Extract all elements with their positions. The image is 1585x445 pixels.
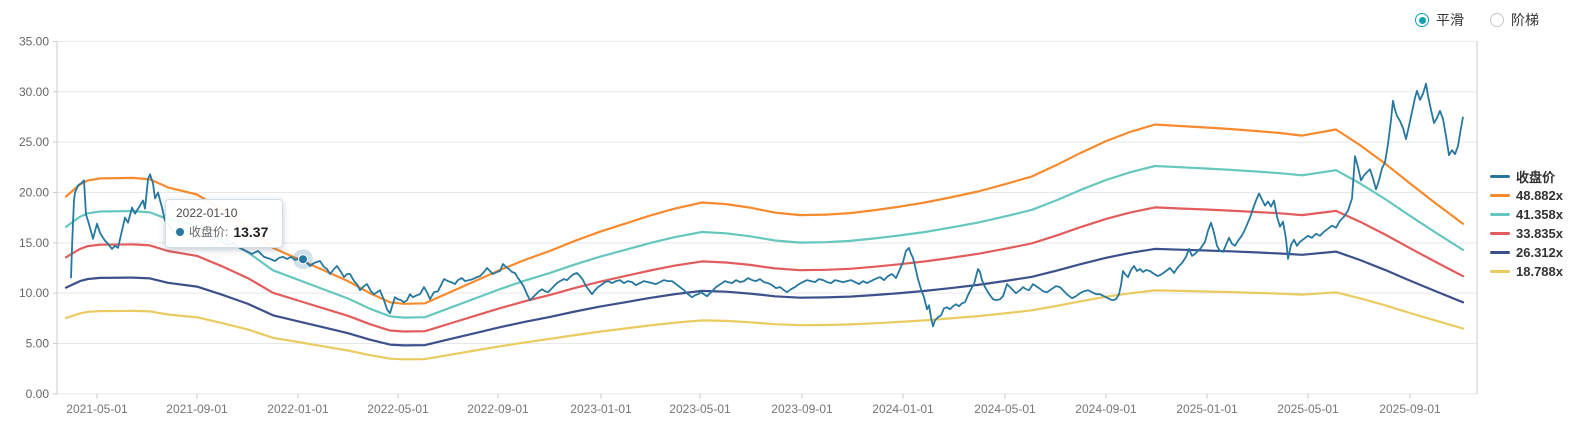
x-axis-label: 2023-05-01: [669, 402, 731, 416]
x-axis-label: 2023-09-01: [771, 402, 833, 416]
line-style-radio-group: 平滑 阶梯: [1415, 10, 1539, 30]
legend-label: 33.835x: [1516, 226, 1563, 241]
y-axis-label: 10.00: [19, 286, 49, 300]
close-price-line[interactable]: [70, 82, 1464, 328]
legend-item-收盘价[interactable]: 收盘价: [1490, 170, 1563, 185]
band-line-41.358x[interactable]: [64, 164, 1465, 319]
legend-item-33.835x[interactable]: 33.835x: [1490, 226, 1563, 241]
radio-selected-icon[interactable]: [1415, 13, 1429, 27]
y-axis-label: 15.00: [19, 236, 49, 250]
x-axis-label: 2022-09-01: [467, 402, 529, 416]
legend-swatch-icon: [1490, 270, 1510, 273]
tooltip-date: 2022-01-10: [176, 206, 238, 220]
legend-item-41.358x[interactable]: 41.358x: [1490, 207, 1563, 222]
x-axis-label: 2022-05-01: [367, 402, 429, 416]
radio-unselected-icon[interactable]: [1490, 13, 1504, 27]
y-axis-label: 35.00: [19, 34, 49, 48]
band-line-33.835x[interactable]: [64, 206, 1465, 333]
x-axis-label: 2024-05-01: [974, 402, 1036, 416]
band-line-18.788x[interactable]: [64, 289, 1465, 361]
legend-item-48.882x[interactable]: 48.882x: [1490, 188, 1563, 203]
x-axis-label: 2025-01-01: [1176, 402, 1238, 416]
radio-option-step[interactable]: 阶梯: [1490, 10, 1539, 30]
x-axis-label: 2022-01-01: [267, 402, 329, 416]
highlight-point[interactable]: [298, 254, 308, 265]
legend: 收盘价 48.882x 41.358x 33.835x 26.312x 18.788x: [1490, 170, 1563, 279]
y-axis-label: 0.00: [26, 387, 50, 401]
x-axis-label: 2024-09-01: [1075, 402, 1137, 416]
radio-option-smooth[interactable]: 平滑: [1415, 10, 1464, 30]
legend-label: 26.312x: [1516, 245, 1563, 260]
legend-item-18.788x[interactable]: 18.788x: [1490, 264, 1563, 279]
legend-swatch-icon: [1490, 175, 1510, 178]
series-dot-icon: [176, 227, 184, 236]
tooltip-series-label: 收盘价:: [189, 225, 229, 239]
x-axis-label: 2025-09-01: [1379, 402, 1441, 416]
radio-option-label: 平滑: [1436, 12, 1464, 28]
y-axis-label: 20.00: [19, 185, 49, 199]
x-axis-label: 2023-01-01: [570, 402, 632, 416]
radio-option-label: 阶梯: [1511, 12, 1539, 28]
x-axis-label: 2021-05-01: [66, 402, 128, 416]
x-axis-label: 2021-09-01: [166, 402, 228, 416]
legend-label: 收盘价: [1516, 170, 1556, 185]
chart-tooltip: 2022-01-10 收盘价: 13.37: [165, 199, 283, 248]
x-axis-label: 2024-01-01: [872, 402, 934, 416]
y-axis-label: 25.00: [19, 135, 49, 149]
legend-swatch-icon: [1490, 251, 1510, 254]
y-axis-label: 5.00: [26, 337, 50, 351]
band-line-26.312x[interactable]: [64, 247, 1465, 347]
legend-swatch-icon: [1490, 213, 1510, 216]
legend-label: 18.788x: [1516, 264, 1563, 279]
tooltip-series-row: 收盘价: 13.37: [176, 223, 272, 240]
legend-label: 41.358x: [1516, 207, 1563, 222]
legend-swatch-icon: [1490, 194, 1510, 197]
tooltip-value: 13.37: [233, 223, 269, 240]
x-axis-label: 2025-05-01: [1277, 402, 1339, 416]
y-axis-label: 30.00: [19, 85, 49, 99]
legend-label: 48.882x: [1516, 188, 1563, 203]
legend-item-26.312x[interactable]: 26.312x: [1490, 245, 1563, 260]
legend-swatch-icon: [1490, 232, 1510, 235]
